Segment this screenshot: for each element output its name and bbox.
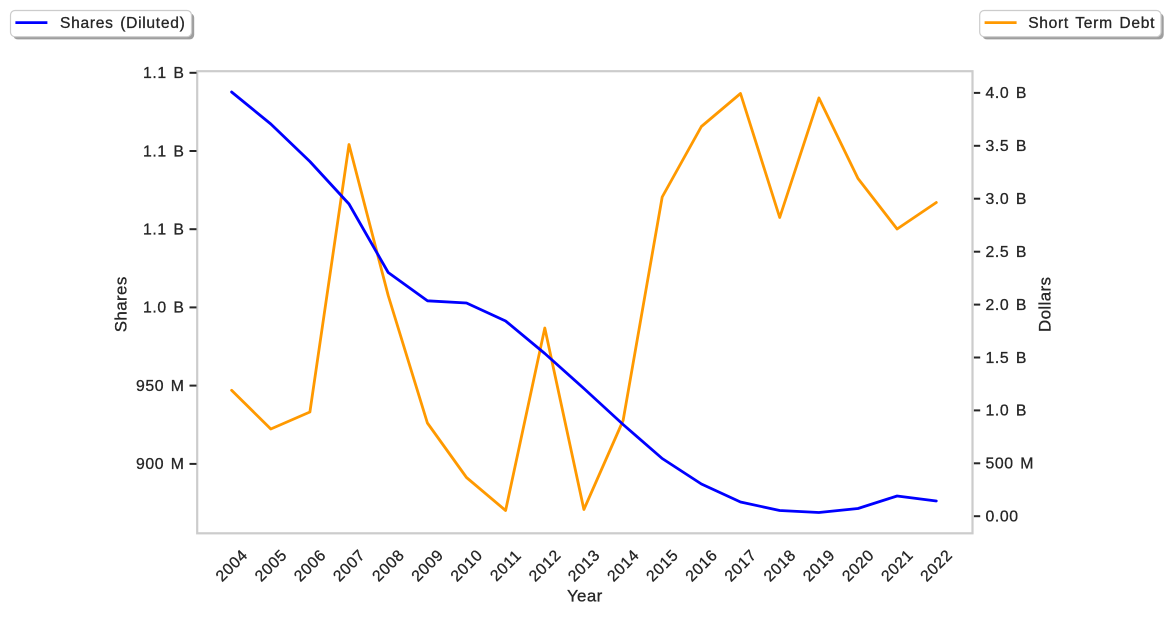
svg-text:1.1 B: 1.1 B	[143, 143, 185, 160]
svg-text:1.5 B: 1.5 B	[986, 350, 1028, 367]
svg-text:4.0 B: 4.0 B	[986, 85, 1028, 102]
svg-text:Short Term Debt: Short Term Debt	[1028, 15, 1155, 32]
svg-text:2.5 B: 2.5 B	[986, 244, 1028, 261]
svg-text:3.0 B: 3.0 B	[986, 191, 1028, 208]
svg-text:3.5 B: 3.5 B	[986, 138, 1028, 155]
svg-text:Shares (Diluted): Shares (Diluted)	[60, 15, 185, 32]
svg-text:1.0 B: 1.0 B	[143, 300, 185, 317]
svg-text:1.0 B: 1.0 B	[986, 403, 1028, 420]
svg-text:500 M: 500 M	[986, 456, 1035, 473]
svg-text:900 M: 900 M	[136, 456, 185, 473]
svg-text:0.00: 0.00	[986, 509, 1019, 526]
svg-text:950 M: 950 M	[136, 378, 185, 395]
svg-text:Dollars: Dollars	[1036, 277, 1055, 332]
svg-text:1.1 B: 1.1 B	[143, 65, 185, 82]
svg-text:2.0 B: 2.0 B	[986, 297, 1028, 314]
svg-text:1.1 B: 1.1 B	[143, 222, 185, 239]
svg-text:Shares: Shares	[112, 276, 131, 332]
svg-text:Year: Year	[567, 587, 603, 606]
